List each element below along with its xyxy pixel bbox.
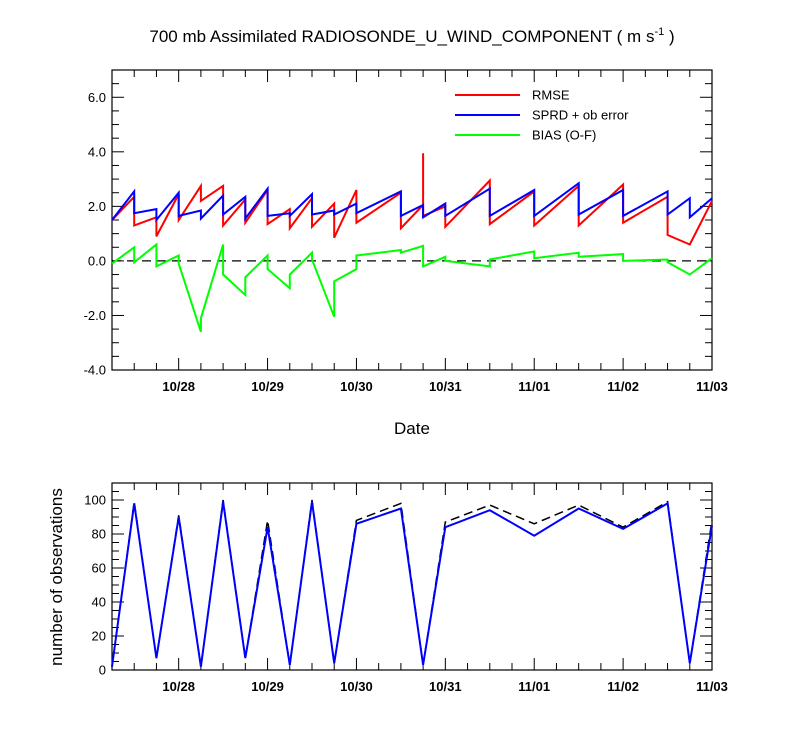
x-tick-label: 10/29 xyxy=(251,379,284,394)
bottom-axis-ticks xyxy=(111,482,713,671)
legend: RMSE SPRD + ob error BIAS (O-F) xyxy=(455,88,629,143)
y-tick-label: 40 xyxy=(92,595,106,610)
x-tick-label: 11/02 xyxy=(607,379,639,394)
y-tick-label: 2.0 xyxy=(88,199,106,214)
y-tick-label: 80 xyxy=(92,527,106,542)
top-x-tick-labels: 10/28 10/29 10/30 10/31 11/01 11/02 11/03 xyxy=(162,379,728,394)
y-axis-title-observations: number of observations xyxy=(47,488,66,666)
legend-label: SPRD + ob error xyxy=(532,108,629,123)
x-tick-label: 11/03 xyxy=(696,679,728,694)
title-superscript: -1 xyxy=(654,26,664,38)
bottom-plot-frame xyxy=(111,482,713,671)
y-tick-label: -4.0 xyxy=(84,363,106,378)
y-tick-label: 20 xyxy=(92,629,106,644)
chart-title: 700 mb Assimilated RADIOSONDE_U_WIND_COM… xyxy=(149,26,674,46)
y-tick-label: 60 xyxy=(92,561,106,576)
x-tick-label: 11/02 xyxy=(607,679,639,694)
top-y-tick-labels: -4.0 -2.0 0.0 2.0 4.0 6.0 xyxy=(84,90,106,378)
top-series-sprd-ob-error xyxy=(111,181,713,223)
bottom-y-tick-labels: 0 20 40 60 80 100 xyxy=(84,493,106,678)
x-tick-label: 10/28 xyxy=(162,379,195,394)
top-series-bias-o-f xyxy=(111,242,713,333)
x-axis-title: Date xyxy=(394,419,430,438)
title-end: ) xyxy=(664,27,674,46)
x-tick-label: 10/31 xyxy=(429,679,462,694)
y-tick-label: 0 xyxy=(99,663,106,678)
x-tick-label: 10/31 xyxy=(429,379,462,394)
bottom-series-group xyxy=(111,499,713,667)
bottom-series-used xyxy=(111,501,713,667)
y-tick-label: -2.0 xyxy=(84,308,106,323)
x-tick-label: 11/01 xyxy=(518,379,550,394)
y-tick-label: 4.0 xyxy=(88,144,106,159)
x-tick-label: 10/29 xyxy=(251,679,284,694)
x-tick-label: 10/30 xyxy=(340,679,373,694)
top-series-group xyxy=(111,153,713,333)
y-tick-label: 6.0 xyxy=(88,90,106,105)
title-text: 700 mb Assimilated RADIOSONDE_U_WIND_COM… xyxy=(149,27,654,46)
bottom-x-tick-labels: 10/28 10/29 10/30 10/31 11/01 11/02 11/03 xyxy=(162,679,728,694)
x-tick-label: 11/01 xyxy=(518,679,550,694)
x-tick-label: 11/03 xyxy=(696,379,728,394)
top-series-rmse xyxy=(111,153,713,246)
x-tick-label: 10/30 xyxy=(340,379,373,394)
legend-label: BIAS (O-F) xyxy=(532,128,596,143)
legend-label: RMSE xyxy=(532,88,570,103)
x-tick-label: 10/28 xyxy=(162,679,195,694)
y-tick-label: 0.0 xyxy=(88,253,106,268)
y-tick-label: 100 xyxy=(84,493,106,508)
